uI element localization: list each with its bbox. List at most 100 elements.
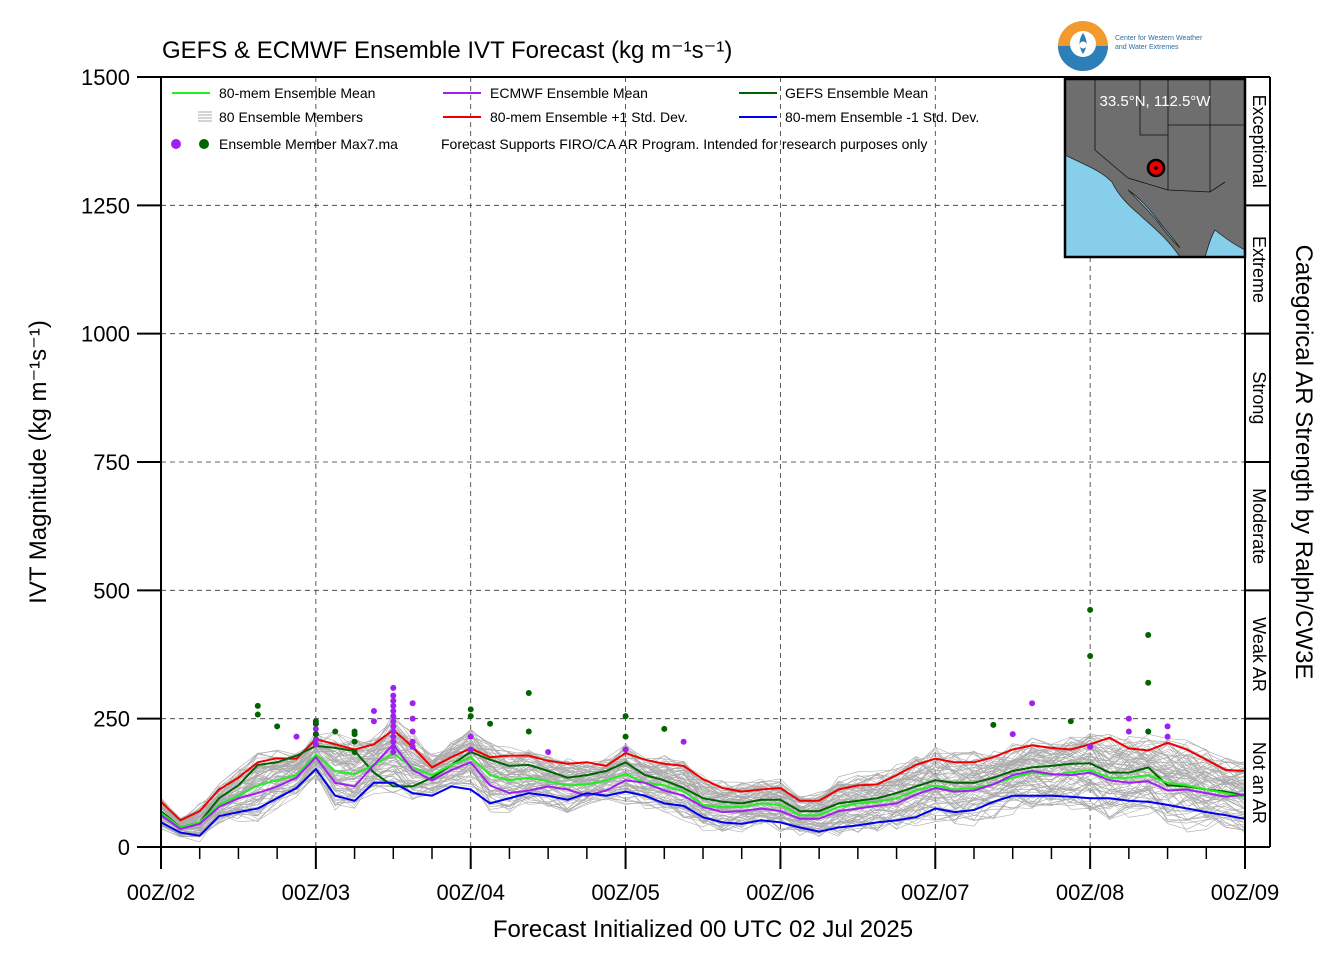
- ensemble-member-line: [160, 727, 1246, 823]
- ecmwf-max-point: [390, 749, 397, 756]
- inset-location-label: 33.5°N, 112.5°W: [1100, 93, 1212, 110]
- y-tick-label: 1000: [81, 322, 130, 347]
- y-tick-label: 250: [93, 707, 130, 732]
- ensemble-member-line: [160, 756, 1246, 835]
- gefs-max-point: [467, 713, 474, 720]
- gefs-max-point: [312, 720, 319, 727]
- y-tick-label: 0: [118, 835, 130, 860]
- ecmwf-max-point: [390, 684, 397, 691]
- category-band-label: Weak AR: [1249, 617, 1269, 692]
- gefs-max-point: [525, 728, 532, 735]
- y-tick-label: 1500: [81, 65, 130, 90]
- category-band-label: Moderate: [1249, 488, 1269, 564]
- x-tick-label: 00Z/08: [1056, 880, 1125, 905]
- legend-swatch-max-ecmwf: [171, 139, 181, 149]
- ecmwf-max-point: [370, 718, 377, 725]
- gefs-max-point: [1145, 728, 1152, 735]
- ecmwf-max-point: [1125, 715, 1132, 722]
- ecmwf-max-point: [409, 738, 416, 745]
- gefs-max-point: [487, 720, 494, 727]
- ecmwf-max-point: [390, 713, 397, 720]
- category-band-label: Extreme: [1249, 236, 1269, 303]
- series-line-ecmwf-ensemble-mean: [160, 742, 1246, 831]
- cw3e-logo: Center for Western Weather and Water Ext…: [1058, 21, 1203, 71]
- legend: 80-mem Ensemble Mean ECMWF Ensemble Mean…: [171, 85, 979, 152]
- ecmwf-max-point: [390, 723, 397, 730]
- legend-label-max: Ensemble Member Max7.ma: [219, 136, 398, 152]
- ensemble-member-line: [160, 736, 1246, 828]
- gefs-max-point: [661, 725, 668, 732]
- ecmwf-max-point: [1009, 731, 1016, 738]
- series-line-80-mem-ensemble-mean: [160, 752, 1246, 829]
- category-band-label: Exceptional: [1249, 95, 1269, 188]
- series-line-gefs-ensemble-mean: [160, 744, 1246, 829]
- ecmwf-max-point: [1125, 728, 1132, 735]
- ensemble-member-line: [160, 768, 1246, 836]
- gefs-max-point: [254, 711, 261, 718]
- ecmwf-max-point: [390, 733, 397, 740]
- ecmwf-max-point: [622, 746, 629, 753]
- ensemble-member-line: [160, 759, 1246, 835]
- ecmwf-max-point: [680, 738, 687, 745]
- legend-swatch-max-gefs: [199, 139, 209, 149]
- ecmwf-max-point: [1029, 700, 1036, 707]
- max-points: [254, 606, 1171, 756]
- series-line-80-mem-ensemble-1-std-dev: [160, 728, 1246, 822]
- ensemble-member-line: [160, 720, 1246, 825]
- ecmwf-max-point: [409, 715, 416, 722]
- ensemble-member-line: [160, 737, 1246, 827]
- ensemble-member-line: [160, 761, 1246, 835]
- ensemble-members: [160, 712, 1246, 843]
- gefs-max-point: [351, 738, 358, 745]
- ecmwf-max-point: [312, 741, 319, 748]
- gefs-max-point: [254, 702, 261, 709]
- ensemble-member-line: [160, 737, 1246, 823]
- gefs-max-point: [1087, 606, 1094, 613]
- category-band-label: Not an AR: [1249, 742, 1269, 824]
- x-tick-label: 00Z/09: [1211, 880, 1280, 905]
- x-tick-label: 00Z/06: [746, 880, 815, 905]
- ecmwf-max-point: [390, 697, 397, 704]
- legend-label-plus-std: 80-mem Ensemble +1 Std. Dev.: [490, 109, 688, 125]
- x-tick-label: 00Z/07: [901, 880, 970, 905]
- gefs-max-point: [274, 723, 281, 730]
- ensemble-member-line: [160, 757, 1246, 829]
- legend-label-mean: 80-mem Ensemble Mean: [219, 85, 375, 101]
- ecmwf-max-point: [467, 733, 474, 740]
- ecmwf-max-point: [312, 725, 319, 732]
- ecmwf-max-point: [1164, 723, 1171, 730]
- x-tick-label: 00Z/05: [591, 880, 660, 905]
- ecmwf-max-point: [545, 749, 552, 756]
- ecmwf-max-point: [1164, 733, 1171, 740]
- ecmwf-max-point: [390, 728, 397, 735]
- ensemble-member-line: [160, 766, 1246, 837]
- series-line-80-mem-ensemble-1-std-dev: [160, 767, 1246, 837]
- gefs-max-point: [525, 690, 532, 696]
- gefs-max-point: [1145, 631, 1152, 638]
- y-tick-label: 750: [93, 450, 130, 475]
- svg-text:Center for Western Weather: Center for Western Weather: [1115, 35, 1203, 42]
- gefs-max-point: [351, 731, 358, 738]
- ecmwf-max-point: [467, 746, 474, 753]
- ecmwf-max-point: [370, 707, 377, 714]
- ecmwf-max-point: [390, 743, 397, 750]
- ecmwf-max-point: [409, 728, 416, 735]
- location-inset-map: 33.5°N, 112.5°W: [1063, 77, 1247, 259]
- legend-label-minus-std: 80-mem Ensemble -1 Std. Dev.: [785, 109, 979, 125]
- ensemble-member-line: [160, 763, 1246, 838]
- category-band-label: Strong: [1249, 371, 1269, 424]
- ecmwf-max-point: [1087, 743, 1094, 750]
- legend-note: Forecast Supports FIRO/CA AR Program. In…: [441, 136, 927, 152]
- gefs-max-point: [1087, 653, 1094, 660]
- series-lines: [160, 728, 1246, 837]
- ensemble-member-line: [160, 748, 1246, 830]
- ticks: 0 250 500 750 1000 1250 1500 00Z/02 00Z/03 00Z/04…: [81, 65, 1279, 905]
- gefs-max-point: [1145, 679, 1152, 686]
- ensemble-member-line: [160, 720, 1246, 825]
- y-tick-label: 1250: [81, 193, 130, 218]
- ecmwf-max-point: [390, 707, 397, 714]
- legend-swatch-members: [198, 111, 212, 122]
- ensemble-member-line: [160, 776, 1246, 838]
- chart-title: GEFS & ECMWF Ensemble IVT Forecast (kg m…: [162, 37, 732, 64]
